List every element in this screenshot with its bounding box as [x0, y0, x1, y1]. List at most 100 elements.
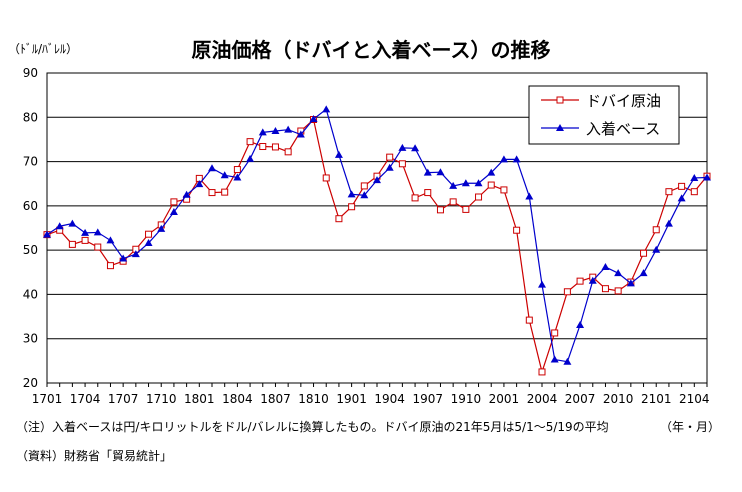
data-point-dubai [551, 329, 559, 337]
legend-label: ドバイ原油 [586, 92, 661, 110]
data-point-arrival [690, 173, 699, 181]
data-point-arrival [246, 154, 255, 162]
x-tick-label: 2104 [679, 392, 710, 406]
x-tick-label: 1701 [32, 392, 63, 406]
y-tick-label: 90 [23, 66, 38, 80]
data-point-dubai [208, 189, 216, 197]
data-point-arrival [538, 280, 546, 288]
chart-title: 原油価格（ドバイと入着ベース）の推移 [191, 38, 551, 62]
data-point-dubai [246, 138, 254, 146]
x-tick-label: 2004 [527, 392, 558, 406]
x-tick-label: 1907 [412, 392, 443, 406]
x-tick-label: 1801 [184, 392, 215, 406]
x-tick-label: 1704 [70, 392, 101, 406]
data-point-dubai [665, 188, 673, 196]
data-point-dubai [500, 186, 508, 194]
data-point-dubai [284, 148, 292, 156]
data-point-dubai [94, 243, 102, 251]
data-point-arrival [614, 269, 623, 277]
data-point-arrival [271, 127, 280, 135]
y-tick-label: 40 [23, 287, 38, 301]
data-point-dubai [601, 285, 609, 293]
data-point-arrival [220, 171, 229, 179]
data-point-dubai [106, 262, 114, 270]
legend-label: 入着ベース [586, 120, 660, 138]
data-point-dubai [348, 203, 356, 211]
data-point-arrival [119, 254, 128, 262]
data-point-arrival [461, 179, 470, 187]
data-point-dubai [271, 143, 279, 151]
data-point-dubai [678, 182, 686, 190]
data-point-arrival [588, 276, 597, 284]
data-point-arrival [487, 168, 496, 176]
data-point-dubai [68, 240, 76, 248]
data-point-arrival [55, 222, 64, 230]
data-point-dubai [690, 188, 698, 196]
data-point-dubai [81, 236, 89, 244]
legend-marker [556, 96, 564, 104]
data-point-arrival [144, 239, 153, 247]
data-point-arrival [131, 250, 140, 258]
y-tick-label: 80 [23, 110, 38, 124]
data-point-dubai [449, 198, 457, 206]
data-point-arrival [601, 262, 610, 270]
data-point-arrival [512, 155, 521, 163]
data-point-arrival [652, 245, 661, 253]
data-point-arrival [258, 128, 267, 136]
footnote: （注）入着ベースは円/キロリットルをドル/バレルに換算したもの。ドバイ原油の21… [16, 420, 609, 434]
data-point-arrival [182, 190, 191, 198]
data-point-arrival [81, 228, 90, 236]
data-point-dubai [424, 189, 432, 197]
data-point-arrival [563, 357, 572, 365]
data-point-arrival [411, 144, 420, 152]
y-tick-label: 70 [23, 155, 38, 169]
legend-marker [556, 124, 564, 131]
data-point-dubai [563, 288, 571, 296]
data-point-arrival [550, 355, 559, 363]
x-tick-label: 1910 [451, 392, 482, 406]
x-tick-label: 1807 [260, 392, 291, 406]
data-point-dubai [145, 230, 153, 238]
data-point-arrival [106, 236, 115, 244]
x-tick-label: 2001 [489, 392, 520, 406]
x-tick-label: 1901 [336, 392, 367, 406]
data-point-dubai [322, 174, 330, 182]
data-point-arrival [703, 173, 711, 181]
data-point-dubai [614, 287, 622, 295]
data-point-arrival [233, 173, 242, 181]
data-point-arrival [208, 164, 216, 172]
data-point-dubai [411, 194, 419, 202]
data-point-dubai [538, 368, 546, 376]
data-point-arrival [385, 163, 394, 171]
data-point-arrival [68, 219, 77, 227]
data-point-dubai [487, 181, 495, 189]
data-point-arrival [449, 181, 458, 189]
data-point-arrival [398, 143, 407, 151]
data-point-dubai [475, 193, 483, 201]
data-point-arrival [360, 191, 369, 199]
data-point-arrival [334, 150, 343, 158]
data-point-dubai [652, 226, 660, 234]
data-point-dubai [170, 198, 178, 206]
data-point-arrival [195, 180, 204, 188]
data-point-arrival [93, 228, 102, 236]
data-point-arrival [677, 194, 686, 202]
data-point-dubai [525, 316, 533, 324]
x-tick-label: 1804 [222, 392, 253, 406]
data-point-dubai [513, 226, 521, 234]
data-point-dubai [386, 153, 394, 161]
data-point-dubai [360, 182, 368, 190]
x-tick-label: 1710 [146, 392, 177, 406]
x-tick-label: 1810 [298, 392, 329, 406]
data-point-arrival [626, 279, 635, 287]
y-tick-label: 50 [23, 243, 38, 257]
data-point-dubai [335, 215, 343, 223]
data-point-dubai [640, 249, 648, 257]
data-point-arrival [474, 179, 483, 187]
x-tick-label: 2101 [641, 392, 672, 406]
x-tick-label: 1904 [374, 392, 405, 406]
legend-box [528, 85, 680, 145]
